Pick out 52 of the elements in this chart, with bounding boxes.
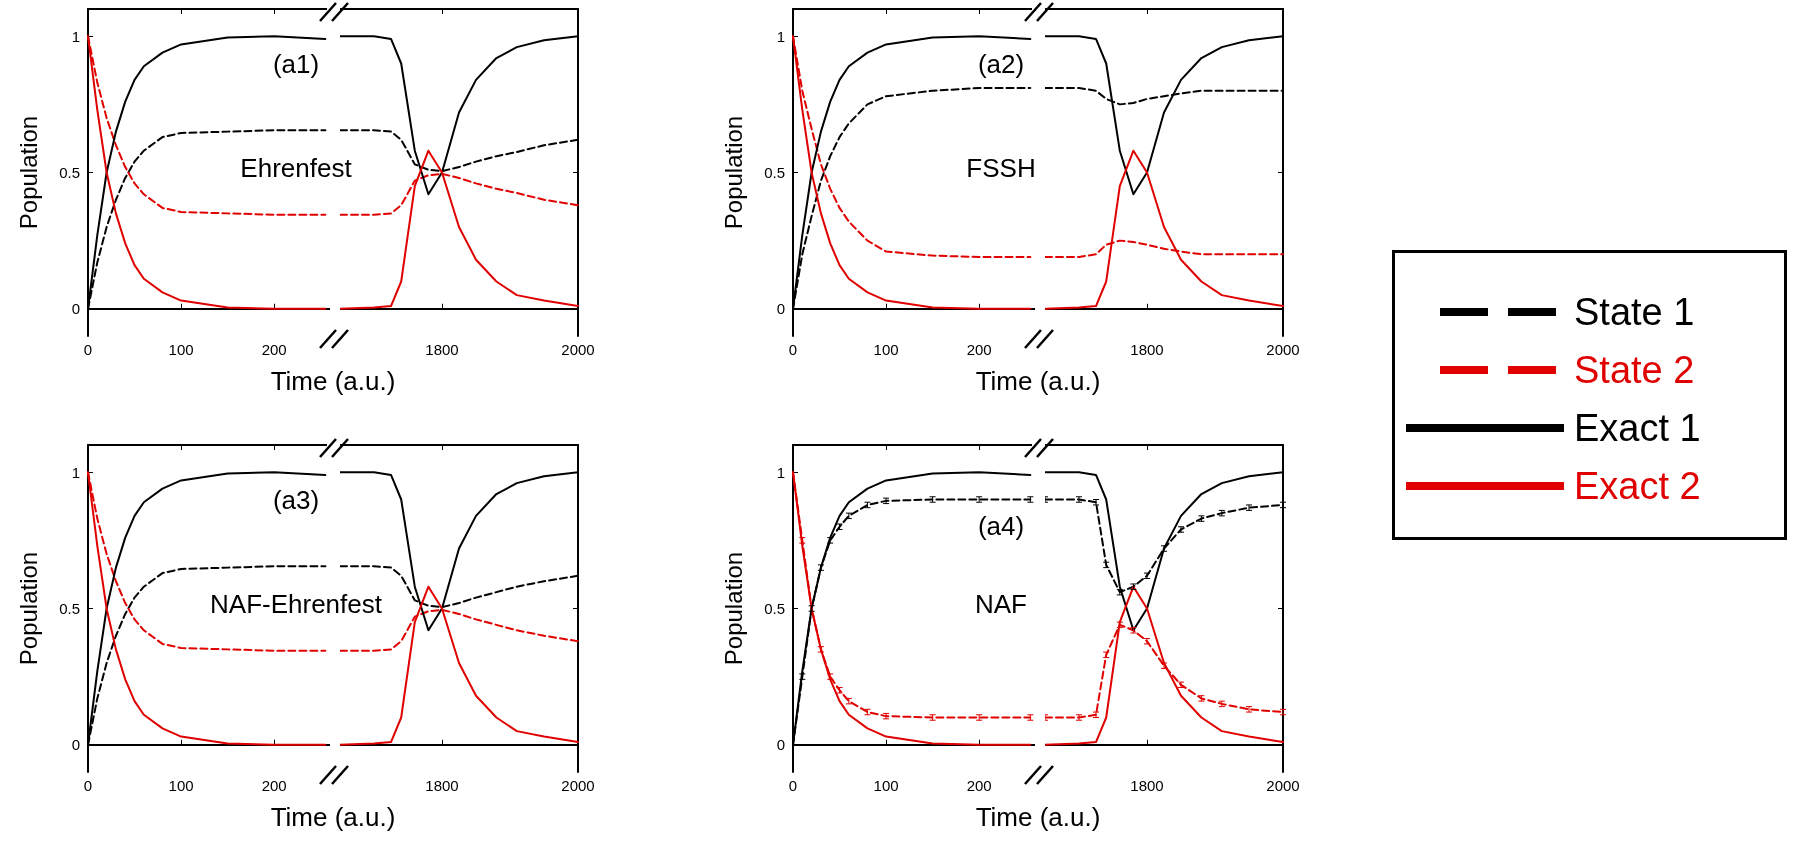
- y-tick-label: 0.5: [764, 600, 785, 617]
- y-axis-title: Population: [14, 551, 42, 666]
- annotation: NAF-Ehrenfest: [210, 589, 382, 620]
- legend-label: State 2: [1574, 348, 1696, 392]
- x-tick-label: 200: [261, 341, 287, 358]
- y-tick-label: 0: [71, 736, 80, 754]
- annotation: FSSH: [966, 153, 1036, 184]
- x-axis-title: Time (a.u.): [270, 802, 396, 833]
- x-tick-label: 2000: [561, 777, 595, 794]
- annotation: (a3): [272, 485, 320, 516]
- x-tick-label: 1800: [425, 341, 459, 358]
- x-tick-label: 100: [168, 777, 194, 794]
- annotation: Ehrenfest: [240, 153, 352, 184]
- legend-label: Exact 2: [1574, 464, 1702, 508]
- y-tick-label: 0: [71, 300, 80, 318]
- y-tick-label: 0.5: [59, 164, 80, 181]
- x-axis-title: Time (a.u.): [270, 366, 396, 397]
- x-tick-label: 100: [873, 341, 899, 358]
- x-tick-label: 2000: [1266, 341, 1300, 358]
- y-tick-label: 0: [776, 300, 785, 318]
- y-axis-title: Population: [719, 115, 747, 230]
- y-tick-label: 0.5: [764, 164, 785, 181]
- legend-label: State 1: [1574, 290, 1696, 334]
- x-tick-label: 1800: [1130, 341, 1164, 358]
- x-tick-label: 0: [788, 777, 798, 794]
- y-tick-label: 1: [776, 27, 785, 45]
- x-tick-label: 1800: [1130, 777, 1164, 794]
- annotation: (a2): [977, 49, 1025, 80]
- annotation: NAF: [975, 589, 1027, 620]
- x-axis-title: Time (a.u.): [975, 366, 1101, 397]
- x-tick-label: 0: [788, 341, 798, 358]
- x-tick-label: 100: [873, 777, 899, 794]
- x-tick-label: 1800: [425, 777, 459, 794]
- y-tick-label: 1: [71, 463, 80, 481]
- y-tick-label: 0: [776, 736, 785, 754]
- annotation: (a1): [272, 49, 320, 80]
- x-tick-label: 2000: [1266, 777, 1300, 794]
- y-tick-label: 1: [71, 27, 80, 45]
- y-axis-title: Population: [14, 115, 42, 230]
- legend-label: Exact 1: [1574, 406, 1702, 450]
- x-tick-label: 100: [168, 341, 194, 358]
- y-tick-label: 1: [776, 463, 785, 481]
- y-axis-title: Population: [719, 551, 747, 666]
- x-tick-label: 200: [966, 341, 992, 358]
- y-tick-label: 0.5: [59, 600, 80, 617]
- x-tick-label: 2000: [561, 341, 595, 358]
- x-tick-label: 0: [83, 777, 93, 794]
- annotation: (a4): [977, 511, 1025, 542]
- x-axis-title: Time (a.u.): [975, 802, 1101, 833]
- x-tick-label: 200: [966, 777, 992, 794]
- x-tick-label: 0: [83, 341, 93, 358]
- x-tick-label: 200: [261, 777, 287, 794]
